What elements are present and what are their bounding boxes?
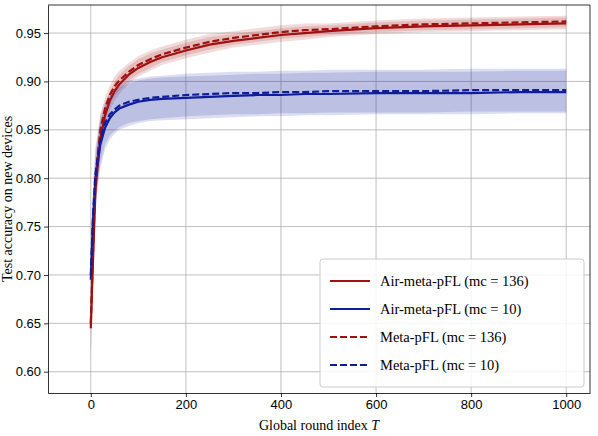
- legend-box: [320, 259, 584, 387]
- plot: 0 200 400 600 800 1000 0.60 0.65 0.70 0.75 0.80 0.8…: [16, 5, 591, 412]
- tick-label: 0.75: [16, 219, 41, 234]
- tick: 0.70: [16, 268, 48, 283]
- legend-swatch: [330, 280, 370, 282]
- tick-mark: [44, 372, 48, 373]
- legend-swatch: [330, 364, 370, 366]
- tick-label: 0.90: [16, 74, 41, 89]
- tick: 600: [366, 393, 388, 412]
- tick: 0.60: [16, 364, 48, 379]
- frame: [48, 5, 590, 6]
- tick-label: 400: [271, 397, 293, 412]
- tick-label: 0.85: [16, 122, 41, 137]
- chart: 0 200 400 600 800 1000 0.60 0.65 0.70 0.75 0.80 0.8…: [0, 0, 598, 436]
- legend-swatch: [330, 336, 370, 338]
- tick-mark: [44, 130, 48, 131]
- tick: 0.90: [16, 74, 48, 89]
- grid: [48, 5, 590, 393]
- tick: 0.80: [16, 171, 48, 186]
- tick-label: 0: [88, 397, 95, 412]
- tick-label: 0.80: [16, 171, 41, 186]
- grid-line: [48, 129, 590, 130]
- y-axis: 0.60 0.65 0.70 0.75 0.80 0.85 0.90 0.95: [16, 6, 49, 394]
- tick-label: 600: [366, 397, 388, 412]
- tick-mark: [44, 33, 48, 34]
- legend-swatch: [330, 308, 370, 310]
- tick-label: 1000: [552, 397, 581, 412]
- tick-mark: [44, 323, 48, 324]
- x-label: Global round index T: [259, 418, 380, 433]
- frame: [590, 5, 591, 393]
- axis-line: [49, 393, 591, 394]
- tick-mark: [44, 227, 48, 228]
- tick-label: 800: [461, 397, 483, 412]
- tick: 200: [176, 393, 198, 412]
- grid-line: [280, 5, 281, 393]
- grid-line: [48, 226, 590, 227]
- tick-label: 0.70: [16, 268, 41, 283]
- y-label: Test accuracy on new devices: [0, 116, 15, 282]
- tick: 0.75: [16, 219, 48, 234]
- tick: 0: [88, 393, 95, 412]
- tick-label: 200: [176, 397, 198, 412]
- grid-line: [48, 178, 590, 179]
- tick-label: 0.60: [16, 364, 41, 379]
- grid-line: [185, 5, 186, 393]
- legend: Air-meta-pFL (mc = 136) Air-meta-pFL (mc …: [320, 259, 584, 387]
- axis-line: [48, 6, 49, 394]
- tick: 1000: [552, 393, 581, 412]
- tick-mark: [44, 81, 48, 82]
- legend-label: Air-meta-pFL (mc = 136): [380, 273, 529, 290]
- tick: 400: [271, 393, 293, 412]
- tick: 800: [461, 393, 483, 412]
- tick-label: 0.95: [16, 26, 41, 41]
- legend-label: Meta-pFL (mc = 10): [380, 357, 499, 374]
- legend-label: Air-meta-pFL (mc = 10): [380, 301, 522, 318]
- tick-mark: [44, 178, 48, 179]
- tick-label: 0.65: [16, 316, 41, 331]
- tick: 0.85: [16, 122, 48, 137]
- series-line: [91, 92, 566, 280]
- tick: 0.65: [16, 316, 48, 331]
- legend-label: Meta-pFL (mc = 136): [380, 329, 507, 346]
- x-axis: 0 200 400 600 800 1000: [49, 393, 591, 412]
- tick: 0.95: [16, 26, 48, 41]
- tick-mark: [44, 275, 48, 276]
- series-line: [91, 90, 566, 275]
